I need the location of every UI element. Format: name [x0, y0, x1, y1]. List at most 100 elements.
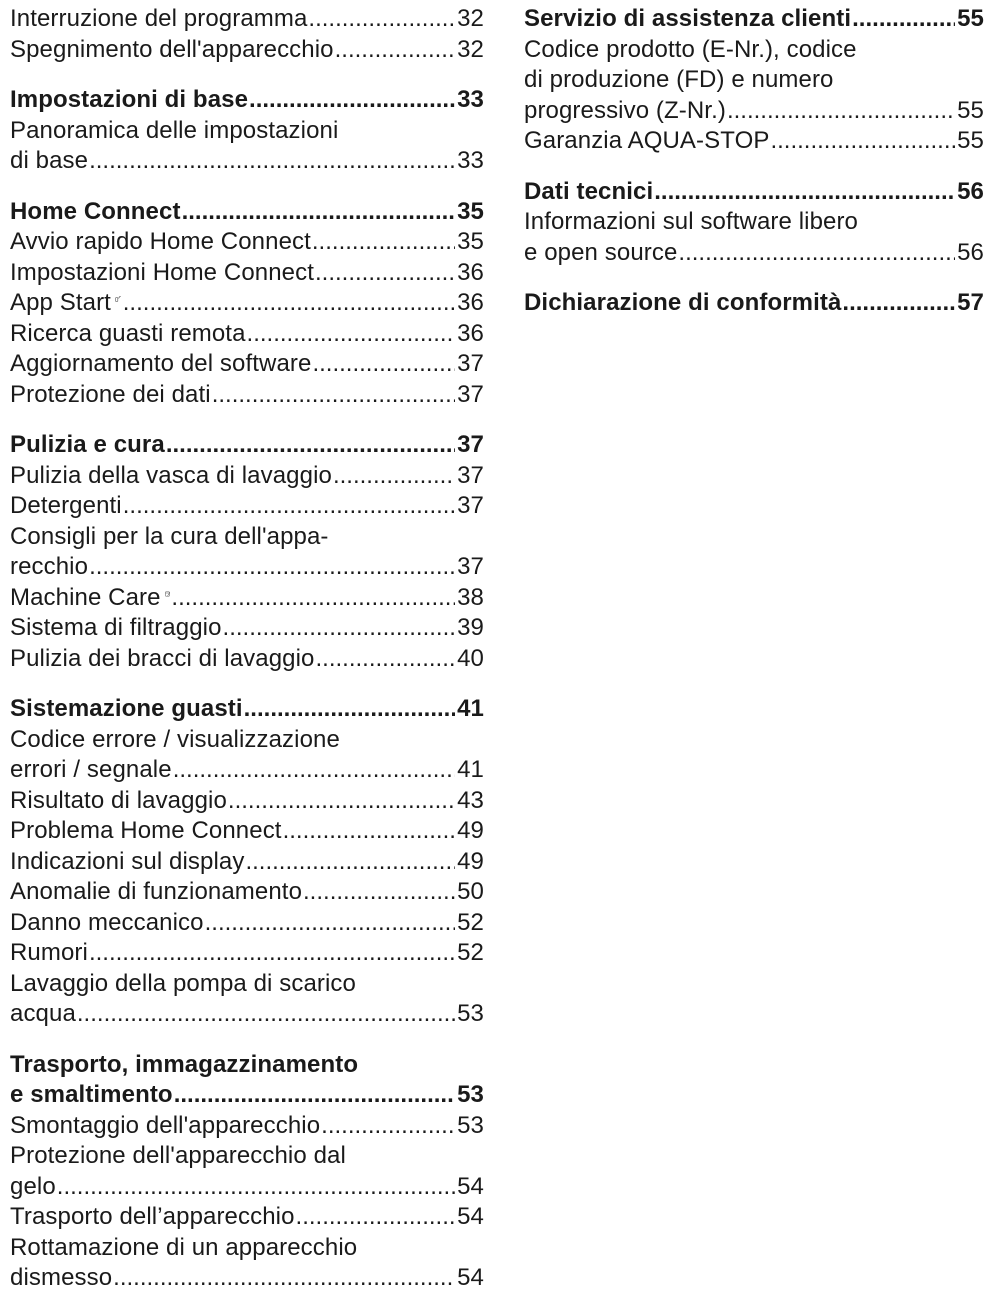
toc-entry-title: Pulizia della vasca di lavaggio [10, 461, 332, 489]
toc-entry-title: Trasporto dell’apparecchio [10, 1203, 295, 1230]
dot-leader [245, 847, 455, 878]
toc-entry: Indicazioni sul display 49 [10, 847, 484, 878]
toc-entry: App Start 36 [10, 288, 484, 319]
toc-section-heading: Home Connect 35 [10, 197, 484, 228]
page-number: 55 [957, 127, 984, 154]
toc-entry-title: dismesso [10, 1264, 113, 1291]
toc-section-heading: Impostazioni di base 33 [10, 85, 484, 116]
toc-entry-title: gelo [10, 1172, 56, 1200]
toc-section-heading: Dati tecnici 56 [524, 177, 984, 208]
toc-entry: Codice prodotto (E-Nr.), codice di produz… [524, 35, 984, 127]
dot-leader [296, 1202, 456, 1233]
toc-entry-title-line: Informazioni sul software libero [524, 208, 859, 235]
toc-entry: Ricerca guasti remota 36 [10, 319, 484, 350]
dot-leader [321, 1111, 455, 1142]
dot-leader [303, 877, 455, 908]
toc-entry: Garanzia AQUA-STOP 55 [524, 126, 984, 157]
toc-entry-title: Dati tecnici [524, 177, 654, 205]
toc-entry-title: Detergenti [10, 492, 122, 519]
dot-leader [113, 1263, 455, 1294]
dot-leader [89, 938, 455, 969]
page-number: 49 [457, 817, 484, 844]
dot-leader [123, 491, 455, 522]
page-number: 41 [457, 695, 484, 722]
dot-leader [316, 644, 456, 675]
page-number: 53 [457, 1111, 484, 1139]
toc-entry-title: Protezione dei dati [10, 380, 211, 408]
page-number: 52 [457, 939, 484, 966]
dot-leader [315, 258, 455, 289]
toc-entry-title: progressivo (Z-Nr.) [524, 96, 726, 124]
toc-section-heading: Pulizia e cura 37 [10, 430, 484, 461]
page-number: 36 [457, 258, 484, 286]
toc-entry: Informazioni sul software libero e open s… [524, 207, 984, 268]
toc-entry-title-line: Codice errore / visualizzazione [10, 725, 340, 753]
dot-leader [89, 552, 455, 583]
toc-entry-title: Impostazioni Home Connect [10, 258, 314, 286]
page-number: 35 [457, 197, 484, 225]
toc-entry: Rottamazione di un apparecchio dismesso 54 [10, 1233, 484, 1294]
toc-entry: Rumori 52 [10, 938, 484, 969]
toc-entry: Codice errore / visualizzazione errori / … [10, 725, 484, 786]
toc-entry-title: Aggiornamento del software [10, 350, 312, 377]
page-number: 37 [457, 461, 484, 489]
toc-entry: Detergenti 37 [10, 491, 484, 522]
page-number: 37 [457, 492, 484, 519]
page-number: 54 [457, 1203, 484, 1230]
toc-entry: Sistema di filtraggio 39 [10, 613, 484, 644]
dot-leader [727, 96, 955, 127]
toc-entry-title: di base [10, 147, 89, 174]
toc-entry: Lavaggio della pompa di scarico acqua 53 [10, 969, 484, 1030]
page-number: 32 [457, 35, 484, 63]
dot-leader [89, 146, 455, 177]
toc-entry-title: Dichiarazione di conformità [524, 289, 842, 316]
dot-leader [283, 816, 456, 847]
toc-entry-title: Servizio di assistenza clienti [524, 5, 852, 32]
dot-leader [312, 227, 455, 258]
toc-entry-title: Machine Care [10, 583, 161, 611]
toc-entry-title: Anomalie di funzionamento [10, 878, 303, 905]
toc-entry: Protezione dell'apparecchio dal gelo 54 [10, 1141, 484, 1202]
page-number: 54 [457, 1264, 484, 1291]
toc-entry-title: Danno meccanico [10, 908, 204, 936]
dot-leader [173, 755, 455, 786]
page-number: 55 [957, 96, 984, 124]
toc-entry: Problema Home Connect 49 [10, 816, 484, 847]
dot-leader [247, 319, 456, 350]
toc-entry: Pulizia della vasca di lavaggio 37 [10, 461, 484, 492]
page-number: 41 [457, 756, 484, 783]
dot-leader [770, 126, 955, 157]
toc-entry-title-line: Protezione dell'apparecchio dal [10, 1142, 346, 1169]
page-number: 32 [457, 5, 484, 32]
toc-left-column: Interruzione del programma32Spegnimento … [10, 4, 484, 1314]
dot-leader [205, 908, 455, 939]
toc-entry-title: Problema Home Connect [10, 817, 282, 844]
dot-leader [228, 786, 455, 817]
dot-leader [171, 583, 455, 614]
page-number: 37 [457, 553, 484, 580]
toc-entry-title: Home Connect [10, 197, 181, 225]
toc-entry: Interruzione del programma 32 [10, 4, 484, 35]
toc-entry: Pulizia dei bracci di lavaggio 40 [10, 644, 484, 675]
toc-entry-title: recchio [10, 553, 89, 580]
toc-section-heading: Dichiarazione di conformità 57 [524, 288, 984, 319]
toc-entry-title-line: Rottamazione di un apparecchio [10, 1233, 358, 1261]
machine-care-icon [164, 591, 171, 596]
toc-section: Trasporto, immagazzinamento e smaltimento… [10, 1050, 484, 1294]
toc-section: Interruzione del programma32Spegnimento … [10, 4, 484, 65]
toc-entry-title: Rumori [10, 939, 88, 966]
toc-entry-title: Pulizia e cura [10, 431, 165, 458]
dot-leader [77, 999, 455, 1030]
toc-entry-title: Avvio rapido Home Connect [10, 228, 311, 255]
dot-leader [182, 197, 456, 228]
toc-entry: Risultato di lavaggio 43 [10, 786, 484, 817]
toc-entry: Aggiornamento del software 37 [10, 349, 484, 380]
toc-section: Pulizia e cura37Pulizia della vasca di l… [10, 430, 484, 674]
toc-entry-title-line: Lavaggio della pompa di scarico [10, 969, 356, 997]
page-number: 37 [457, 380, 484, 408]
page-number: 55 [957, 5, 984, 32]
toc-entry-title: acqua [10, 1000, 76, 1027]
dot-leader [123, 288, 455, 319]
toc-entry-title: Smontaggio dell'apparecchio [10, 1111, 321, 1139]
toc-entry: Danno meccanico 52 [10, 908, 484, 939]
